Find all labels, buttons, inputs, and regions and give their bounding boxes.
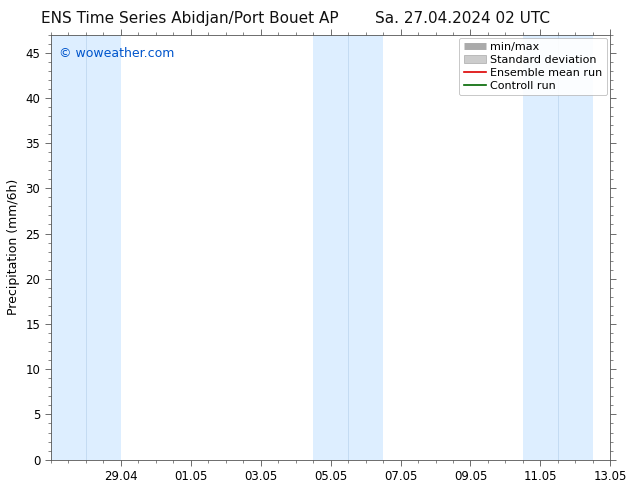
Bar (51, 35, 120, 460)
Text: ENS Time Series Abidjan/Port Bouet AP: ENS Time Series Abidjan/Port Bouet AP (41, 11, 339, 26)
Text: Sa. 27.04.2024 02 UTC: Sa. 27.04.2024 02 UTC (375, 11, 550, 26)
Bar (523, 35, 593, 460)
Y-axis label: Precipitation (mm/6h): Precipitation (mm/6h) (7, 179, 20, 315)
Text: © woweather.com: © woweather.com (59, 48, 174, 60)
Bar (313, 35, 383, 460)
Legend: min/max, Standard deviation, Ensemble mean run, Controll run: min/max, Standard deviation, Ensemble me… (459, 38, 607, 95)
